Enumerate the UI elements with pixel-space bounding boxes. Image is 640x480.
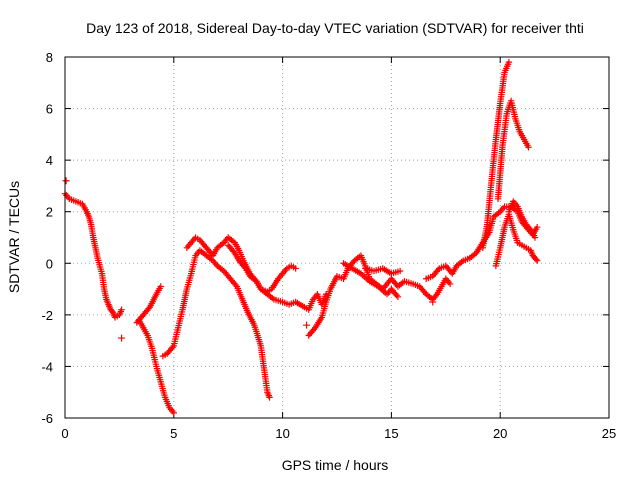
x-tick-label: 25 xyxy=(602,426,616,441)
series-track-n xyxy=(505,198,539,241)
data-point xyxy=(157,283,164,290)
series-track-k xyxy=(479,58,513,252)
y-tick-label: 8 xyxy=(46,50,53,65)
series-track-f xyxy=(225,242,299,295)
y-tick-label: -4 xyxy=(41,359,53,374)
data-point xyxy=(394,293,402,301)
y-tick-label: -6 xyxy=(41,411,53,426)
data-point xyxy=(118,306,125,313)
x-axis-label: GPS time / hours xyxy=(282,457,389,473)
x-tick-label: 0 xyxy=(61,426,68,441)
grid xyxy=(65,57,609,418)
axis-ticks: 0 5 10 15 20 25 -6 -4 -2 0 2 4 6 8 xyxy=(41,50,616,441)
series-track-g xyxy=(305,252,454,339)
outlier-point xyxy=(429,298,437,306)
data-point xyxy=(533,257,541,264)
series-track-l xyxy=(492,211,541,270)
data-point xyxy=(396,267,404,275)
data-point xyxy=(170,409,177,417)
y-tick-label: 2 xyxy=(46,205,53,220)
series-track-i xyxy=(362,265,404,277)
series-track-h xyxy=(340,260,402,301)
data-point xyxy=(292,265,299,272)
data-point xyxy=(446,280,454,288)
data-point xyxy=(531,234,539,241)
x-tick-label: 20 xyxy=(493,426,507,441)
series-track-m xyxy=(494,97,532,203)
y-tick-label: 4 xyxy=(46,153,53,168)
y-tick-label: -2 xyxy=(41,308,53,323)
data-series xyxy=(61,58,541,417)
data-point xyxy=(532,256,540,263)
chart-title: Day 123 of 2018, Sidereal Day-to-day VTE… xyxy=(86,20,584,36)
series-track-d xyxy=(159,247,273,401)
x-tick-label: 15 xyxy=(384,426,398,441)
series-track-c xyxy=(133,283,164,326)
data-point xyxy=(266,394,273,401)
series-track-b xyxy=(135,316,177,417)
data-point xyxy=(505,58,513,66)
data-point xyxy=(525,144,532,151)
data-point xyxy=(533,223,541,231)
outlier-point xyxy=(303,321,311,329)
y-tick-label: 6 xyxy=(46,102,53,117)
y-tick-label: 0 xyxy=(46,256,53,271)
plot-frame xyxy=(64,56,610,419)
outlier-points xyxy=(62,177,437,342)
outlier-point xyxy=(62,177,70,185)
x-tick-label: 10 xyxy=(275,426,289,441)
outlier-point xyxy=(118,334,126,342)
y-axis-label: SDTVAR / TECUs xyxy=(6,181,22,293)
x-tick-label: 5 xyxy=(170,426,177,441)
series-track-a xyxy=(61,190,125,321)
